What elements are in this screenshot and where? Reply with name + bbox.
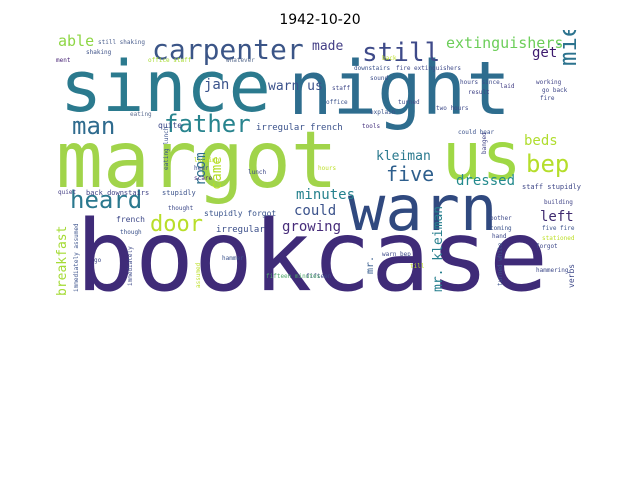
word-growing: growing	[282, 219, 342, 235]
word-downstairs: downstairs	[354, 65, 391, 72]
word-tools: tools	[362, 123, 381, 130]
word-get: get	[532, 45, 558, 61]
word-still-shaking: still shaking	[98, 39, 145, 46]
word-staff-stupidly: staff stupidly	[522, 183, 582, 191]
word-irregular-french: irregular french	[256, 123, 343, 133]
word-made: made	[312, 39, 344, 54]
word-warn-bep: warn bep	[382, 251, 411, 258]
word-fifteen: fifteen	[306, 273, 332, 280]
word-coming: coming	[490, 225, 512, 232]
word-working: working	[536, 79, 562, 86]
word-fire: fire	[540, 95, 555, 102]
word-heard: heard	[70, 186, 143, 214]
word-breakfast: breakfast	[56, 225, 70, 296]
word-building: building	[544, 199, 573, 206]
word-though: though	[120, 229, 142, 236]
word-go: go	[94, 257, 102, 264]
word-french: french	[116, 215, 145, 224]
word-warn: warn	[348, 172, 498, 245]
chart-title: 1942-10-20	[279, 12, 361, 28]
word-till: till	[410, 263, 425, 270]
word-father: father	[164, 110, 251, 138]
word-man: man	[72, 112, 116, 140]
word-since: since	[60, 46, 271, 128]
word-banged: banged	[481, 132, 488, 154]
word-hours: hours	[318, 165, 337, 172]
word-hammer: hammer	[222, 255, 244, 262]
word-thought: thought	[168, 205, 194, 212]
word-could: could	[294, 203, 337, 219]
word-stationed: stationed	[542, 235, 575, 242]
word-margot: margot	[56, 116, 338, 206]
word-stupidly-forgot: stupidly forgot	[204, 209, 277, 218]
word-dressed: dressed	[456, 173, 516, 189]
word-hand: hand	[492, 233, 507, 240]
word-still: still	[362, 38, 441, 68]
word-door: door	[150, 212, 203, 237]
word-carpenter: carpenter	[152, 33, 304, 66]
word-back-downstairs: back downstairs	[86, 189, 150, 197]
word-cloud: bookcase margot since night us warn carp…	[56, 30, 585, 300]
word-beds: beds	[524, 133, 558, 149]
word-mr-kleiman: mr. kleiman	[431, 205, 446, 292]
word-extinguishers: extinguishers	[446, 34, 564, 52]
word-eating-lunch: eating lunch	[163, 126, 170, 170]
word-minutes: minutes	[296, 187, 356, 203]
word-hear: hear	[194, 165, 209, 172]
word-whatever: whatever	[226, 57, 255, 64]
word-two-hours: two hours	[436, 105, 469, 112]
word-office-staff: office staff	[148, 57, 192, 64]
word-forgot: forgot	[536, 243, 558, 250]
word-quite: quite	[158, 121, 183, 130]
word-quiet: quiet	[58, 189, 77, 196]
word-mr: mr.	[365, 255, 376, 274]
word-assumed: assumed	[195, 262, 202, 288]
word-could-hear: could hear	[458, 129, 495, 136]
word-turned-white: turned white	[497, 242, 504, 286]
word-kleiman: kleiman	[376, 149, 431, 164]
word-us: us	[442, 118, 522, 195]
word-irregular: irregular	[216, 225, 265, 235]
word-laid: laid	[500, 83, 515, 90]
word-five-fire: five fire	[542, 225, 575, 232]
word-fifteen-minutes: fifteen minutes	[266, 273, 321, 280]
word-night: night	[288, 46, 511, 132]
word-bep: bep	[526, 150, 570, 178]
word-shaking: shaking	[86, 49, 112, 56]
word-result: result	[468, 89, 490, 96]
word-hammering: hammering	[536, 267, 569, 274]
word-bookcase: bookcase	[76, 200, 549, 300]
word-immediately: immediately	[127, 246, 134, 286]
word-turned: turned	[398, 99, 420, 106]
word-sound: sound	[370, 75, 389, 82]
word-verbs: verbs	[567, 263, 576, 288]
word-able: able	[58, 32, 95, 50]
word-scare: scare	[194, 175, 213, 182]
word-staff: staff	[332, 85, 351, 92]
word-immediately-assumed: immediately assumed	[73, 223, 80, 292]
word-go-back: go back	[542, 87, 568, 94]
word-stupidly: stupidly	[162, 189, 196, 197]
word-back: back	[382, 55, 397, 62]
word-five: five	[386, 162, 435, 186]
word-ment: ment	[56, 57, 71, 64]
word-jan: jan	[204, 77, 230, 93]
word-hours-since: hours since	[460, 79, 500, 86]
word-lunch: lunch	[248, 169, 267, 176]
word-warn-us: warn us	[268, 79, 323, 94]
word-left: left	[540, 209, 574, 225]
word-fire-extinguishers: fire extinguishers	[396, 65, 462, 72]
word-eating: eating	[130, 111, 152, 118]
word-bother: bother	[490, 215, 512, 222]
word-office: office	[326, 99, 348, 106]
word-explain: explain	[370, 109, 396, 116]
word-landing: landing	[194, 157, 220, 164]
